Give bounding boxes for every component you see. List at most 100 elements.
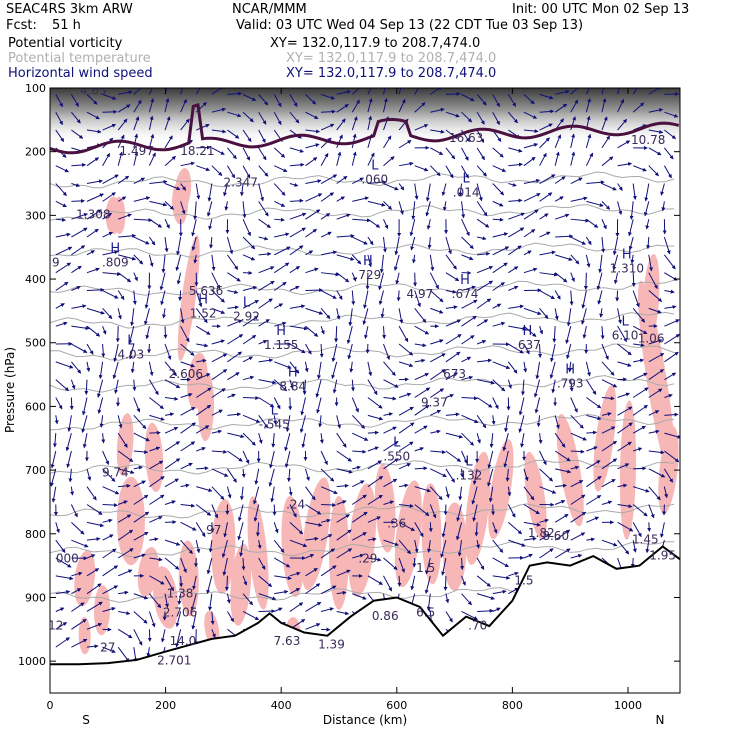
wind-vector-637 xyxy=(633,358,645,363)
wind-vector-348 xyxy=(492,232,509,238)
wind-vector-1205 xyxy=(133,629,143,646)
south-end-label: S xyxy=(82,713,90,727)
wind-vector-875 xyxy=(601,458,618,470)
wind-vector-824 xyxy=(430,450,446,455)
wind-vector-917 xyxy=(633,486,650,493)
wind-vector-136 xyxy=(305,143,320,149)
isentrope-2 xyxy=(50,242,675,258)
wind-vector-817 xyxy=(320,450,328,466)
wind-vector-451 xyxy=(227,290,239,294)
field-value-26: 7.63 xyxy=(274,634,301,648)
wind-vector-512 xyxy=(554,308,559,321)
wind-vector-739 xyxy=(351,414,366,429)
wind-vector-606 xyxy=(148,361,154,377)
wind-vector-806 xyxy=(149,446,161,452)
wind-vector-1092 xyxy=(242,575,248,586)
wind-vector-957 xyxy=(632,504,648,517)
isentrope-6 xyxy=(50,375,675,393)
wind-vector-1062 xyxy=(398,557,405,573)
field-value-34: 12 xyxy=(48,618,63,632)
wind-vector-822 xyxy=(398,441,414,452)
wind-vector-604 xyxy=(112,361,119,380)
wind-vector-854 xyxy=(268,468,275,487)
pv-shade-23 xyxy=(556,413,584,527)
wind-vector-357 xyxy=(628,236,634,251)
wind-vector-757 xyxy=(632,404,648,416)
wind-vector-986 xyxy=(455,522,463,541)
wind-vector-155 xyxy=(601,135,611,149)
wind-vector-524 xyxy=(115,326,120,343)
wind-vector-841 xyxy=(68,468,73,483)
wind-vector-237 xyxy=(632,183,637,201)
wind-vector-11 xyxy=(227,91,243,96)
wind-vector-229 xyxy=(508,182,517,187)
wind-vector-522 xyxy=(86,325,101,337)
wind-vector-1073 xyxy=(570,553,583,559)
wind-vector-286 xyxy=(149,218,163,228)
field-value-24: 1.38 xyxy=(167,586,194,600)
wind-vector-675 xyxy=(601,379,618,388)
wind-vector-429 xyxy=(508,266,519,274)
wind-vector-460 xyxy=(363,290,369,309)
wind-vector-659 xyxy=(351,379,355,392)
wind-vector-870 xyxy=(523,468,529,482)
wind-vector-270 xyxy=(523,193,541,202)
wind-vector-632 xyxy=(549,361,556,379)
wind-vector-1059 xyxy=(352,553,365,559)
wind-vector-1064 xyxy=(425,557,431,575)
wind-vector-615 xyxy=(289,361,300,374)
wind-vector-375 xyxy=(289,245,304,256)
wind-vector-557 xyxy=(632,325,648,335)
wind-vector-991 xyxy=(539,518,549,523)
wind-vector-98 xyxy=(336,118,346,131)
wind-vector-245 xyxy=(133,196,151,202)
wind-vector-944 xyxy=(429,504,437,519)
wind-vector-761 xyxy=(65,433,72,452)
wind-vector-510 xyxy=(523,307,542,316)
wind-vector-1018 xyxy=(336,529,352,541)
wind-vector-601 xyxy=(70,361,82,374)
wind-vector-529 xyxy=(195,325,211,335)
wind-vector-195 xyxy=(601,156,614,167)
pv-shade-20 xyxy=(465,451,491,565)
wind-vector-59 xyxy=(351,99,360,113)
pv-shade-2 xyxy=(177,235,200,361)
wind-vector-14 xyxy=(273,94,282,108)
wind-vector-1242 xyxy=(86,644,99,649)
wind-vector-445 xyxy=(132,290,137,305)
wind-vector-692 xyxy=(243,395,260,400)
wind-vector-342 xyxy=(394,236,400,256)
wind-vector-317 xyxy=(628,219,634,237)
wind-vector-842 xyxy=(86,468,92,481)
wind-vector-597 xyxy=(633,343,645,348)
wind-vector-28 xyxy=(492,94,500,108)
wind-vector-29 xyxy=(507,94,517,107)
wind-vector-252 xyxy=(242,201,247,219)
wind-vector-683 xyxy=(97,397,104,414)
wind-vector-699 xyxy=(351,397,359,413)
wind-vector-940 xyxy=(367,494,383,505)
wind-vector-619 xyxy=(349,361,354,373)
y-tick-label-8: 900 xyxy=(25,591,46,604)
wind-vector-257 xyxy=(320,192,335,202)
wind-vector-911 xyxy=(539,486,557,494)
wind-vector-392 xyxy=(555,254,573,261)
wind-vector-1046 xyxy=(149,557,163,562)
wind-vector-740 xyxy=(367,414,384,421)
wind-vector-472 xyxy=(554,290,561,300)
wind-vector-820 xyxy=(367,446,379,452)
wind-vector-380 xyxy=(367,254,373,268)
wind-vector-479 xyxy=(664,289,675,294)
field-value-27: 0.86 xyxy=(372,609,399,623)
wind-vector-218 xyxy=(336,175,348,184)
wind-vector-282 xyxy=(86,209,102,220)
wind-vector-901 xyxy=(383,478,398,488)
wind-vector-370 xyxy=(211,254,216,271)
high-marker-6: H xyxy=(523,324,533,339)
wind-vector-584 xyxy=(430,339,444,345)
wind-vector-531 xyxy=(227,319,243,327)
field-value-10: 9.37 xyxy=(421,395,448,409)
wind-vector-853 xyxy=(254,468,260,485)
wind-vector-888 xyxy=(180,483,190,488)
wind-vector-138 xyxy=(336,134,343,149)
